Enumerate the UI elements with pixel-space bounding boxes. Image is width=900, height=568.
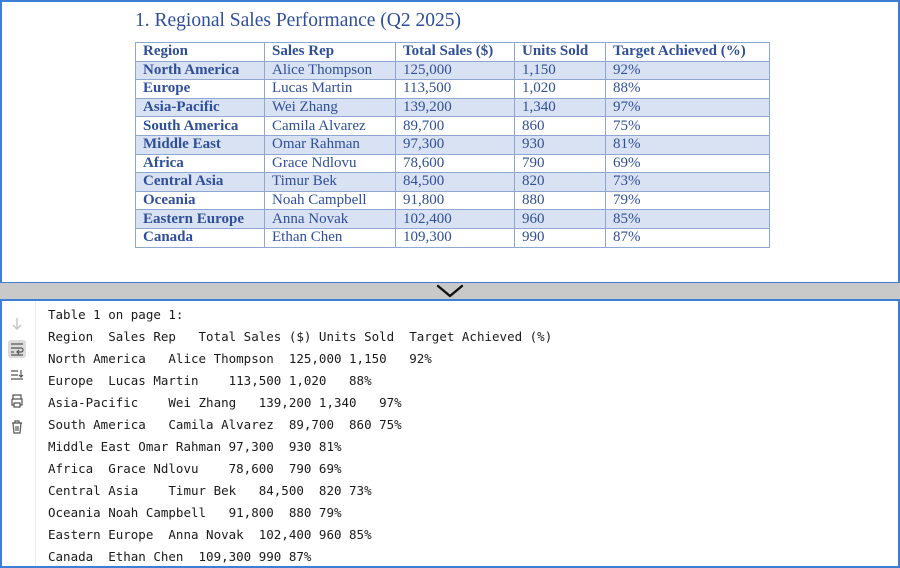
table-row: Middle East Omar Rahman 97,300 930 81% [135, 134, 770, 155]
cell-total-sales: 89,700 [395, 116, 515, 136]
console-line: Europe Lucas Martin 113,500 1,020 88% [48, 373, 372, 388]
cell-total-sales: 84,500 [395, 172, 515, 192]
cell-total-sales: 113,500 [395, 79, 515, 99]
table-row: Central Asia Timur Bek 84,500 820 73% [135, 172, 770, 192]
cell-units-sold: 990 [514, 227, 606, 248]
cell-total-sales: 139,200 [395, 97, 515, 118]
console-text: Table 1 on page 1: Region Sales Rep Total… [48, 304, 552, 568]
arrow-down-icon[interactable] [8, 315, 26, 333]
console-line: North America Alice Thompson 125,000 1,1… [48, 351, 432, 366]
table-row: Europe Lucas Martin 113,500 1,020 88% [135, 79, 770, 99]
cell-target-achieved: 87% [605, 227, 770, 248]
cell-units-sold: 790 [514, 153, 606, 174]
table-row: South America Camila Alvarez 89,700 860 75% [135, 116, 770, 136]
sales-table: Region Sales Rep Total Sales ($) Units S… [135, 42, 770, 248]
table-row: Eastern Europe Anna Novak 102,400 960 85% [135, 209, 770, 229]
cell-units-sold: 1,340 [514, 97, 606, 118]
console-line: Asia-Pacific Wei Zhang 139,200 1,340 97% [48, 395, 402, 410]
cell-target-achieved: 73% [605, 172, 770, 192]
cell-target-achieved: 88% [605, 79, 770, 99]
cell-units-sold: 930 [514, 134, 606, 155]
cell-total-sales: 91,800 [395, 190, 515, 211]
pane-splitter[interactable] [0, 283, 900, 299]
column-header-target-achieved: Target Achieved (%) [605, 42, 770, 62]
document-heading: 1. Regional Sales Performance (Q2 2025) [135, 10, 461, 31]
cell-total-sales: 109,300 [395, 227, 515, 248]
console-line: South America Camila Alvarez 89,700 860 … [48, 417, 402, 432]
cell-sales-rep: Ethan Chen [264, 227, 396, 248]
cell-region: Middle East [135, 134, 265, 155]
cell-region: Europe [135, 79, 265, 99]
cell-region: Asia-Pacific [135, 97, 265, 118]
cell-target-achieved: 69% [605, 153, 770, 174]
cell-region: Oceania [135, 190, 265, 211]
cell-total-sales: 125,000 [395, 60, 515, 81]
cell-region: North America [135, 60, 265, 81]
cell-region: Canada [135, 227, 265, 248]
cell-target-achieved: 85% [605, 209, 770, 229]
scroll-to-end-icon[interactable] [8, 366, 26, 384]
table-row: North America Alice Thompson 125,000 1,150 9… [135, 60, 770, 81]
column-header-units-sold: Units Sold [514, 42, 606, 62]
cell-sales-rep: Grace Ndlovu [264, 153, 396, 174]
soft-wrap-icon[interactable] [8, 340, 26, 358]
cell-target-achieved: 81% [605, 134, 770, 155]
cell-sales-rep: Omar Rahman [264, 134, 396, 155]
table-row: Canada Ethan Chen 109,300 990 87% [135, 227, 770, 248]
console-toolbar [2, 301, 36, 566]
column-header-region: Region [135, 42, 265, 62]
cell-units-sold: 960 [514, 209, 606, 229]
cell-total-sales: 97,300 [395, 134, 515, 155]
cell-target-achieved: 92% [605, 60, 770, 81]
cell-total-sales: 102,400 [395, 209, 515, 229]
trash-icon[interactable] [8, 418, 26, 436]
cell-target-achieved: 75% [605, 116, 770, 136]
table-row: Africa Grace Ndlovu 78,600 790 69% [135, 153, 770, 174]
console-output-pane: Table 1 on page 1: Region Sales Rep Total… [0, 299, 900, 568]
cell-sales-rep: Camila Alvarez [264, 116, 396, 136]
cell-units-sold: 1,150 [514, 60, 606, 81]
cell-sales-rep: Anna Novak [264, 209, 396, 229]
cell-target-achieved: 79% [605, 190, 770, 211]
cell-region: Central Asia [135, 172, 265, 192]
cell-region: Africa [135, 153, 265, 174]
cell-sales-rep: Lucas Martin [264, 79, 396, 99]
table-row: Oceania Noah Campbell 91,800 880 79% [135, 190, 770, 211]
cell-units-sold: 1,020 [514, 79, 606, 99]
console-line: Africa Grace Ndlovu 78,600 790 69% [48, 461, 342, 476]
cell-target-achieved: 97% [605, 97, 770, 118]
console-line: Canada Ethan Chen 109,300 990 87% [48, 549, 312, 564]
console-line: Eastern Europe Anna Novak 102,400 960 85… [48, 527, 372, 542]
cell-units-sold: 880 [514, 190, 606, 211]
cell-sales-rep: Timur Bek [264, 172, 396, 192]
cell-region: Eastern Europe [135, 209, 265, 229]
console-line: Table 1 on page 1: [48, 307, 184, 322]
column-header-total-sales: Total Sales ($) [395, 42, 515, 62]
console-line: Middle East Omar Rahman 97,300 930 81% [48, 439, 342, 454]
cell-total-sales: 78,600 [395, 153, 515, 174]
table-header-row: Region Sales Rep Total Sales ($) Units S… [135, 42, 770, 62]
cell-units-sold: 820 [514, 172, 606, 192]
chevron-down-icon[interactable] [436, 283, 464, 299]
cell-sales-rep: Noah Campbell [264, 190, 396, 211]
table-row: Asia-Pacific Wei Zhang 139,200 1,340 97% [135, 97, 770, 118]
console-line: Central Asia Timur Bek 84,500 820 73% [48, 483, 372, 498]
cell-units-sold: 860 [514, 116, 606, 136]
print-icon[interactable] [8, 392, 26, 410]
column-header-sales-rep: Sales Rep [264, 42, 396, 62]
cell-sales-rep: Alice Thompson [264, 60, 396, 81]
console-line: Oceania Noah Campbell 91,800 880 79% [48, 505, 342, 520]
console-line: Region Sales Rep Total Sales ($) Units S… [48, 329, 553, 344]
cell-region: South America [135, 116, 265, 136]
document-preview-pane: 1. Regional Sales Performance (Q2 2025) … [0, 0, 900, 284]
cell-sales-rep: Wei Zhang [264, 97, 396, 118]
